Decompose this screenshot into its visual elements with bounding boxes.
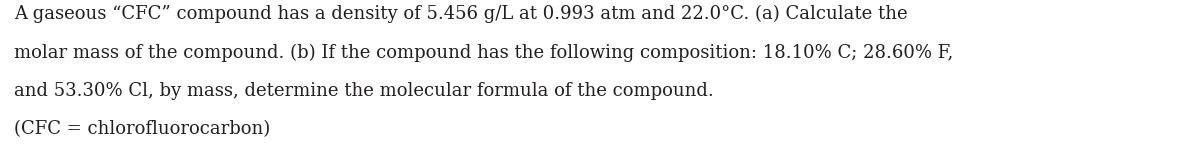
Text: and 53.30% Cl, by mass, determine the molecular formula of the compound.: and 53.30% Cl, by mass, determine the mo… [14, 82, 714, 100]
Text: (CFC = chlorofluorocarbon): (CFC = chlorofluorocarbon) [14, 121, 271, 139]
Text: A gaseous “CFC” compound has a density of 5.456 g/L at 0.993 atm and 22.0°C. (a): A gaseous “CFC” compound has a density o… [14, 5, 908, 23]
Text: molar mass of the compound. (b) If the compound has the following composition: 1: molar mass of the compound. (b) If the c… [14, 43, 954, 62]
